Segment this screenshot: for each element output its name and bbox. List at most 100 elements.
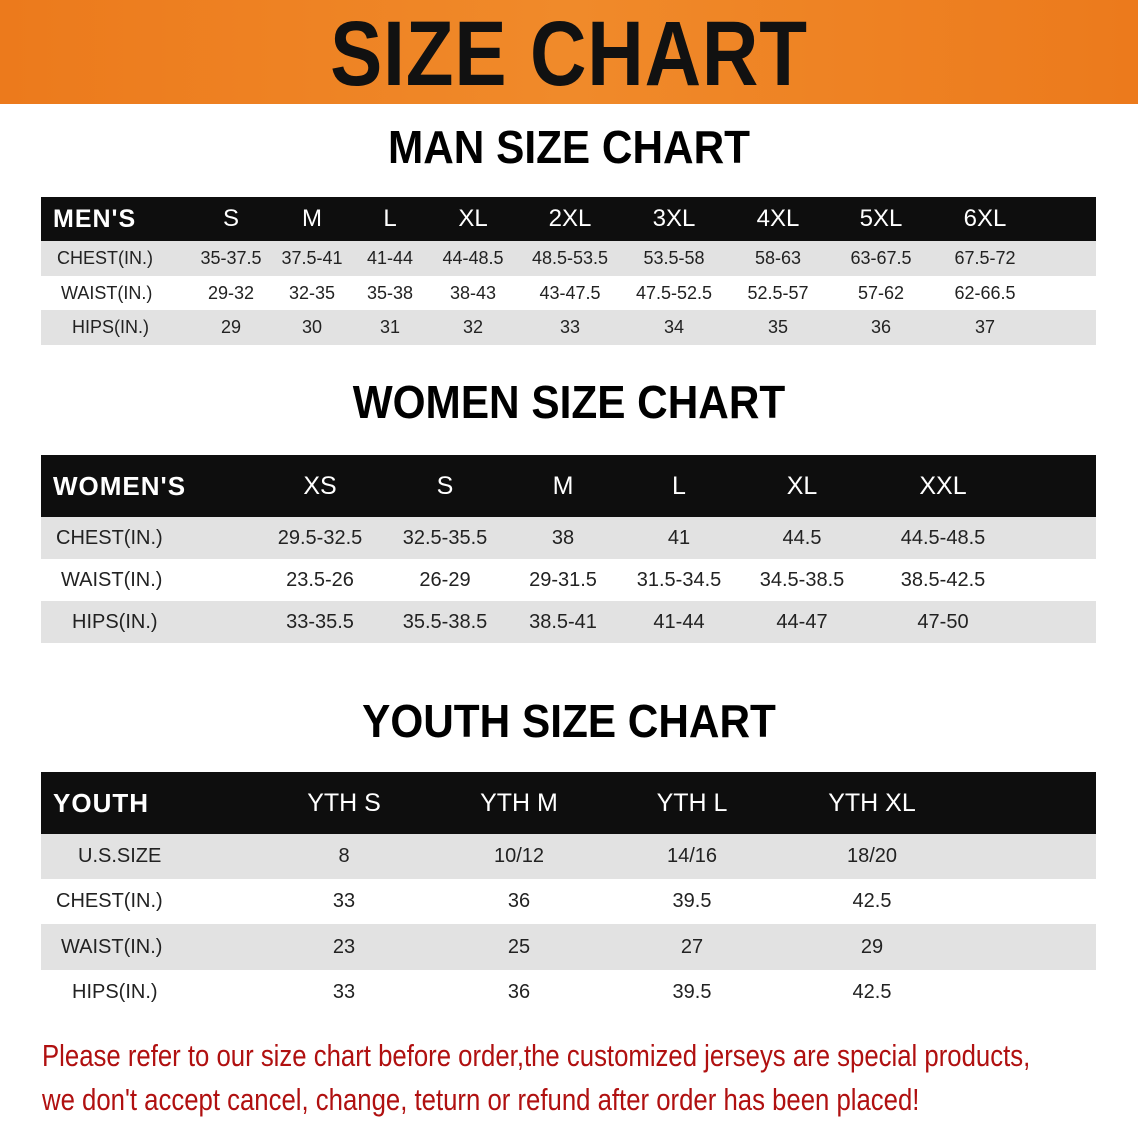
youth-measurement-row: CHEST(IN.) 33 36 39.5 42.5	[41, 879, 1096, 924]
measurement-value: 14/16	[666, 845, 718, 867]
youth-measurement-row: HIPS(IN.) 33 36 39.5 42.5	[41, 970, 1096, 1015]
measurement-value: 23	[332, 935, 356, 958]
youth-header-row: YOUTH YTH S YTH M YTH L YTH XL	[41, 772, 1096, 834]
measurement-label: CHEST(IN.)	[57, 248, 153, 268]
measurement-value: 38	[551, 526, 575, 549]
men-header-label: MEN'S	[53, 204, 137, 233]
measurement-value: 41-44	[366, 248, 414, 268]
men-measurement-row: CHEST(IN.) 35-37.5 37.5-41 41-44 44-48.5 48.5…	[41, 241, 1096, 276]
measurement-value: 33	[332, 890, 356, 912]
men-header-row: MEN'S S M L XL 2XL 3XL 4XL 5XL 6XL	[41, 197, 1096, 241]
measurement-value: 63-67.5	[850, 248, 912, 268]
measurement-value: 44-48.5	[442, 248, 504, 268]
measurement-value: 27	[680, 935, 704, 958]
measurement-value: 29	[860, 935, 884, 958]
measurement-value: 44.5-48.5	[900, 526, 986, 549]
youth-measurement-row: WAIST(IN.) 23 25 27 29	[41, 924, 1096, 970]
measurement-value: 43-47.5	[539, 282, 601, 303]
measurement-value: 10/12	[493, 845, 545, 867]
measurement-value: 37	[974, 317, 996, 337]
size-column-header: YTH L	[656, 788, 728, 817]
measurement-value: 35-38	[366, 282, 414, 303]
measurement-value: 35.5-38.5	[402, 610, 488, 633]
measurement-value: 53.5-58	[643, 248, 705, 268]
measurement-value: 41-44	[653, 610, 705, 633]
women-size-table: WOMEN'S XS S M L XL XXL CHEST(IN.) 29.5-32.5 32.5…	[41, 455, 1096, 643]
measurement-value: 48.5-53.5	[531, 248, 609, 268]
size-column-header: S	[436, 471, 454, 500]
measurement-value: 33	[559, 317, 581, 337]
banner: SIZE CHART	[0, 0, 1138, 105]
women-header-row: WOMEN'S XS S M L XL XXL	[41, 455, 1096, 517]
size-column-header: XS	[303, 471, 337, 500]
measurement-value: 37.5-41	[281, 248, 343, 268]
measurement-label: CHEST(IN.)	[56, 890, 163, 912]
measurement-value: 34.5-38.5	[759, 568, 845, 591]
measurement-value: 42.5	[852, 890, 892, 912]
measurement-value: 26-29	[419, 568, 471, 591]
notice-line-1: Please refer to our size chart before or…	[42, 1038, 1031, 1073]
measurement-value: 47-50	[917, 610, 969, 633]
measurement-value: 32.5-35.5	[402, 526, 488, 549]
measurement-value: 67.5-72	[954, 248, 1016, 268]
youth-header-label: YOUTH	[53, 787, 149, 818]
size-column-header: 2XL	[548, 205, 592, 232]
women-measurement-row: CHEST(IN.) 29.5-32.5 32.5-35.5 38 41 44.5 44.5…	[41, 517, 1096, 559]
size-column-header: XL	[786, 471, 818, 500]
measurement-value: 33	[332, 981, 356, 1003]
measurement-value: 39.5	[672, 890, 712, 912]
measurement-value: 33-35.5	[286, 610, 354, 633]
measurement-value: 35	[767, 317, 789, 337]
measurement-value: 42.5	[852, 981, 892, 1003]
size-column-header: M	[302, 205, 322, 232]
women-header-label: WOMEN'S	[53, 470, 187, 501]
measurement-label: WAIST(IN.)	[61, 568, 163, 591]
measurement-value: 31	[379, 317, 401, 337]
measurement-value: 41	[667, 526, 691, 549]
men-section-title: MAN SIZE CHART	[387, 121, 751, 173]
size-column-header: M	[552, 471, 574, 500]
size-column-header: XL	[458, 205, 488, 232]
men-measurement-row: WAIST(IN.) 29-32 32-35 35-38 38-43 43-47.5 47.…	[41, 276, 1096, 310]
measurement-value: 38.5-41	[529, 610, 597, 633]
measurement-value: 36	[870, 317, 892, 337]
men-measurement-row: HIPS(IN.) 29 30 31 32 33 34 35 36 37	[41, 310, 1096, 345]
measurement-value: 58-63	[754, 248, 802, 268]
measurement-value: 32	[462, 317, 484, 337]
measurement-value: 52.5-57	[747, 282, 809, 303]
measurement-value: 38-43	[449, 282, 497, 303]
measurement-value: 39.5	[672, 981, 712, 1003]
measurement-value: 38.5-42.5	[900, 568, 986, 591]
youth-section-title: YOUTH SIZE CHART	[362, 695, 776, 747]
women-measurement-row: WAIST(IN.) 23.5-26 26-29 29-31.5 31.5-34.5 34…	[41, 559, 1096, 601]
size-column-header: S	[222, 205, 240, 232]
measurement-value: 25	[507, 935, 531, 958]
youth-measurement-row: U.S.SIZE 8 10/12 14/16 18/20	[41, 834, 1096, 879]
size-column-header: XXL	[919, 471, 967, 500]
measurement-value: 29-31.5	[529, 568, 597, 591]
banner-title: SIZE CHART	[330, 3, 808, 105]
measurement-value: 62-66.5	[954, 282, 1016, 303]
measurement-value: 36	[507, 981, 531, 1003]
measurement-value: 36	[507, 890, 531, 912]
measurement-label: WAIST(IN.)	[61, 282, 153, 303]
measurement-value: 44-47	[776, 610, 828, 633]
size-column-header: 3XL	[652, 205, 696, 232]
measurement-value: 29	[220, 317, 242, 337]
measurement-label: U.S.SIZE	[78, 845, 162, 867]
measurement-value: 29.5-32.5	[277, 526, 363, 549]
measurement-label: WAIST(IN.)	[61, 935, 163, 958]
measurement-label: HIPS(IN.)	[72, 610, 158, 633]
size-column-header: L	[383, 205, 397, 232]
measurement-value: 18/20	[846, 845, 898, 867]
measurement-value: 35-37.5	[200, 248, 262, 268]
measurement-value: 47.5-52.5	[635, 282, 713, 303]
measurement-value: 32-35	[288, 282, 336, 303]
size-column-header: YTH M	[480, 788, 558, 817]
measurement-value: 34	[663, 317, 685, 337]
measurement-value: 30	[301, 317, 323, 337]
youth-size-table: YOUTH YTH S YTH M YTH L YTH XL U.S.SIZE 8 10/12…	[41, 772, 1096, 1015]
women-measurement-row: HIPS(IN.) 33-35.5 35.5-38.5 38.5-41 41-44 44-…	[41, 601, 1096, 643]
men-size-table: MEN'S S M L XL 2XL 3XL 4XL 5XL 6XL CHEST(IN.) 35-37…	[41, 197, 1096, 345]
measurement-value: 31.5-34.5	[636, 568, 722, 591]
